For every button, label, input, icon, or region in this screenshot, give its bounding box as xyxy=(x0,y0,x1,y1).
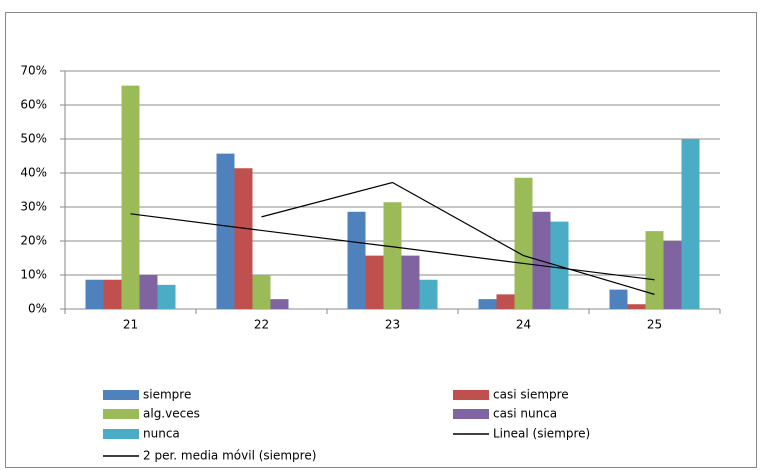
y-tick-label: 0% xyxy=(28,302,47,316)
y-tick-label: 30% xyxy=(20,200,47,214)
bar xyxy=(663,241,682,309)
bar xyxy=(365,255,384,309)
bar xyxy=(496,294,515,309)
bar xyxy=(270,299,289,309)
y-tick-label: 50% xyxy=(20,132,47,146)
x-tick-label: 24 xyxy=(516,318,531,332)
bar xyxy=(550,221,569,309)
legend-label: Lineal (siempre) xyxy=(493,427,590,441)
y-tick-label: 10% xyxy=(20,268,47,282)
bar xyxy=(401,255,420,309)
bar xyxy=(85,279,104,309)
x-tick-label: 23 xyxy=(385,318,400,332)
bar xyxy=(478,299,497,309)
bar xyxy=(383,202,402,309)
bar xyxy=(216,153,235,309)
bar xyxy=(103,279,122,309)
y-tick-label: 20% xyxy=(20,234,47,248)
bar xyxy=(627,304,646,309)
bar xyxy=(645,231,664,309)
bar xyxy=(157,284,176,309)
legend-swatch xyxy=(453,409,489,419)
y-tick-label: 60% xyxy=(20,98,47,112)
legend-label: nunca xyxy=(143,427,180,441)
x-tick-label: 22 xyxy=(254,318,269,332)
legend-label: casi siempre xyxy=(493,388,569,402)
legend-swatch xyxy=(103,409,139,419)
x-tick-label: 25 xyxy=(647,318,662,332)
y-tick-label: 40% xyxy=(20,166,47,180)
bar xyxy=(514,177,533,309)
x-tick-label: 21 xyxy=(123,318,138,332)
trend-line xyxy=(261,181,655,295)
bar xyxy=(252,275,271,309)
bar xyxy=(419,279,438,309)
bar xyxy=(139,275,158,309)
legend-swatch xyxy=(103,390,139,400)
legend-swatch xyxy=(453,390,489,400)
bar xyxy=(234,168,253,309)
bar xyxy=(121,85,140,310)
bar xyxy=(609,289,628,309)
legend-label: siempre xyxy=(143,388,191,402)
legend-label: 2 per. media móvil (siempre) xyxy=(143,449,316,463)
legend-label: alg.veces xyxy=(143,407,200,421)
legend-label: casi nunca xyxy=(493,407,557,421)
bar xyxy=(347,211,366,309)
y-tick-label: 70% xyxy=(20,64,47,78)
legend-swatch xyxy=(103,429,139,439)
bar xyxy=(681,139,700,309)
